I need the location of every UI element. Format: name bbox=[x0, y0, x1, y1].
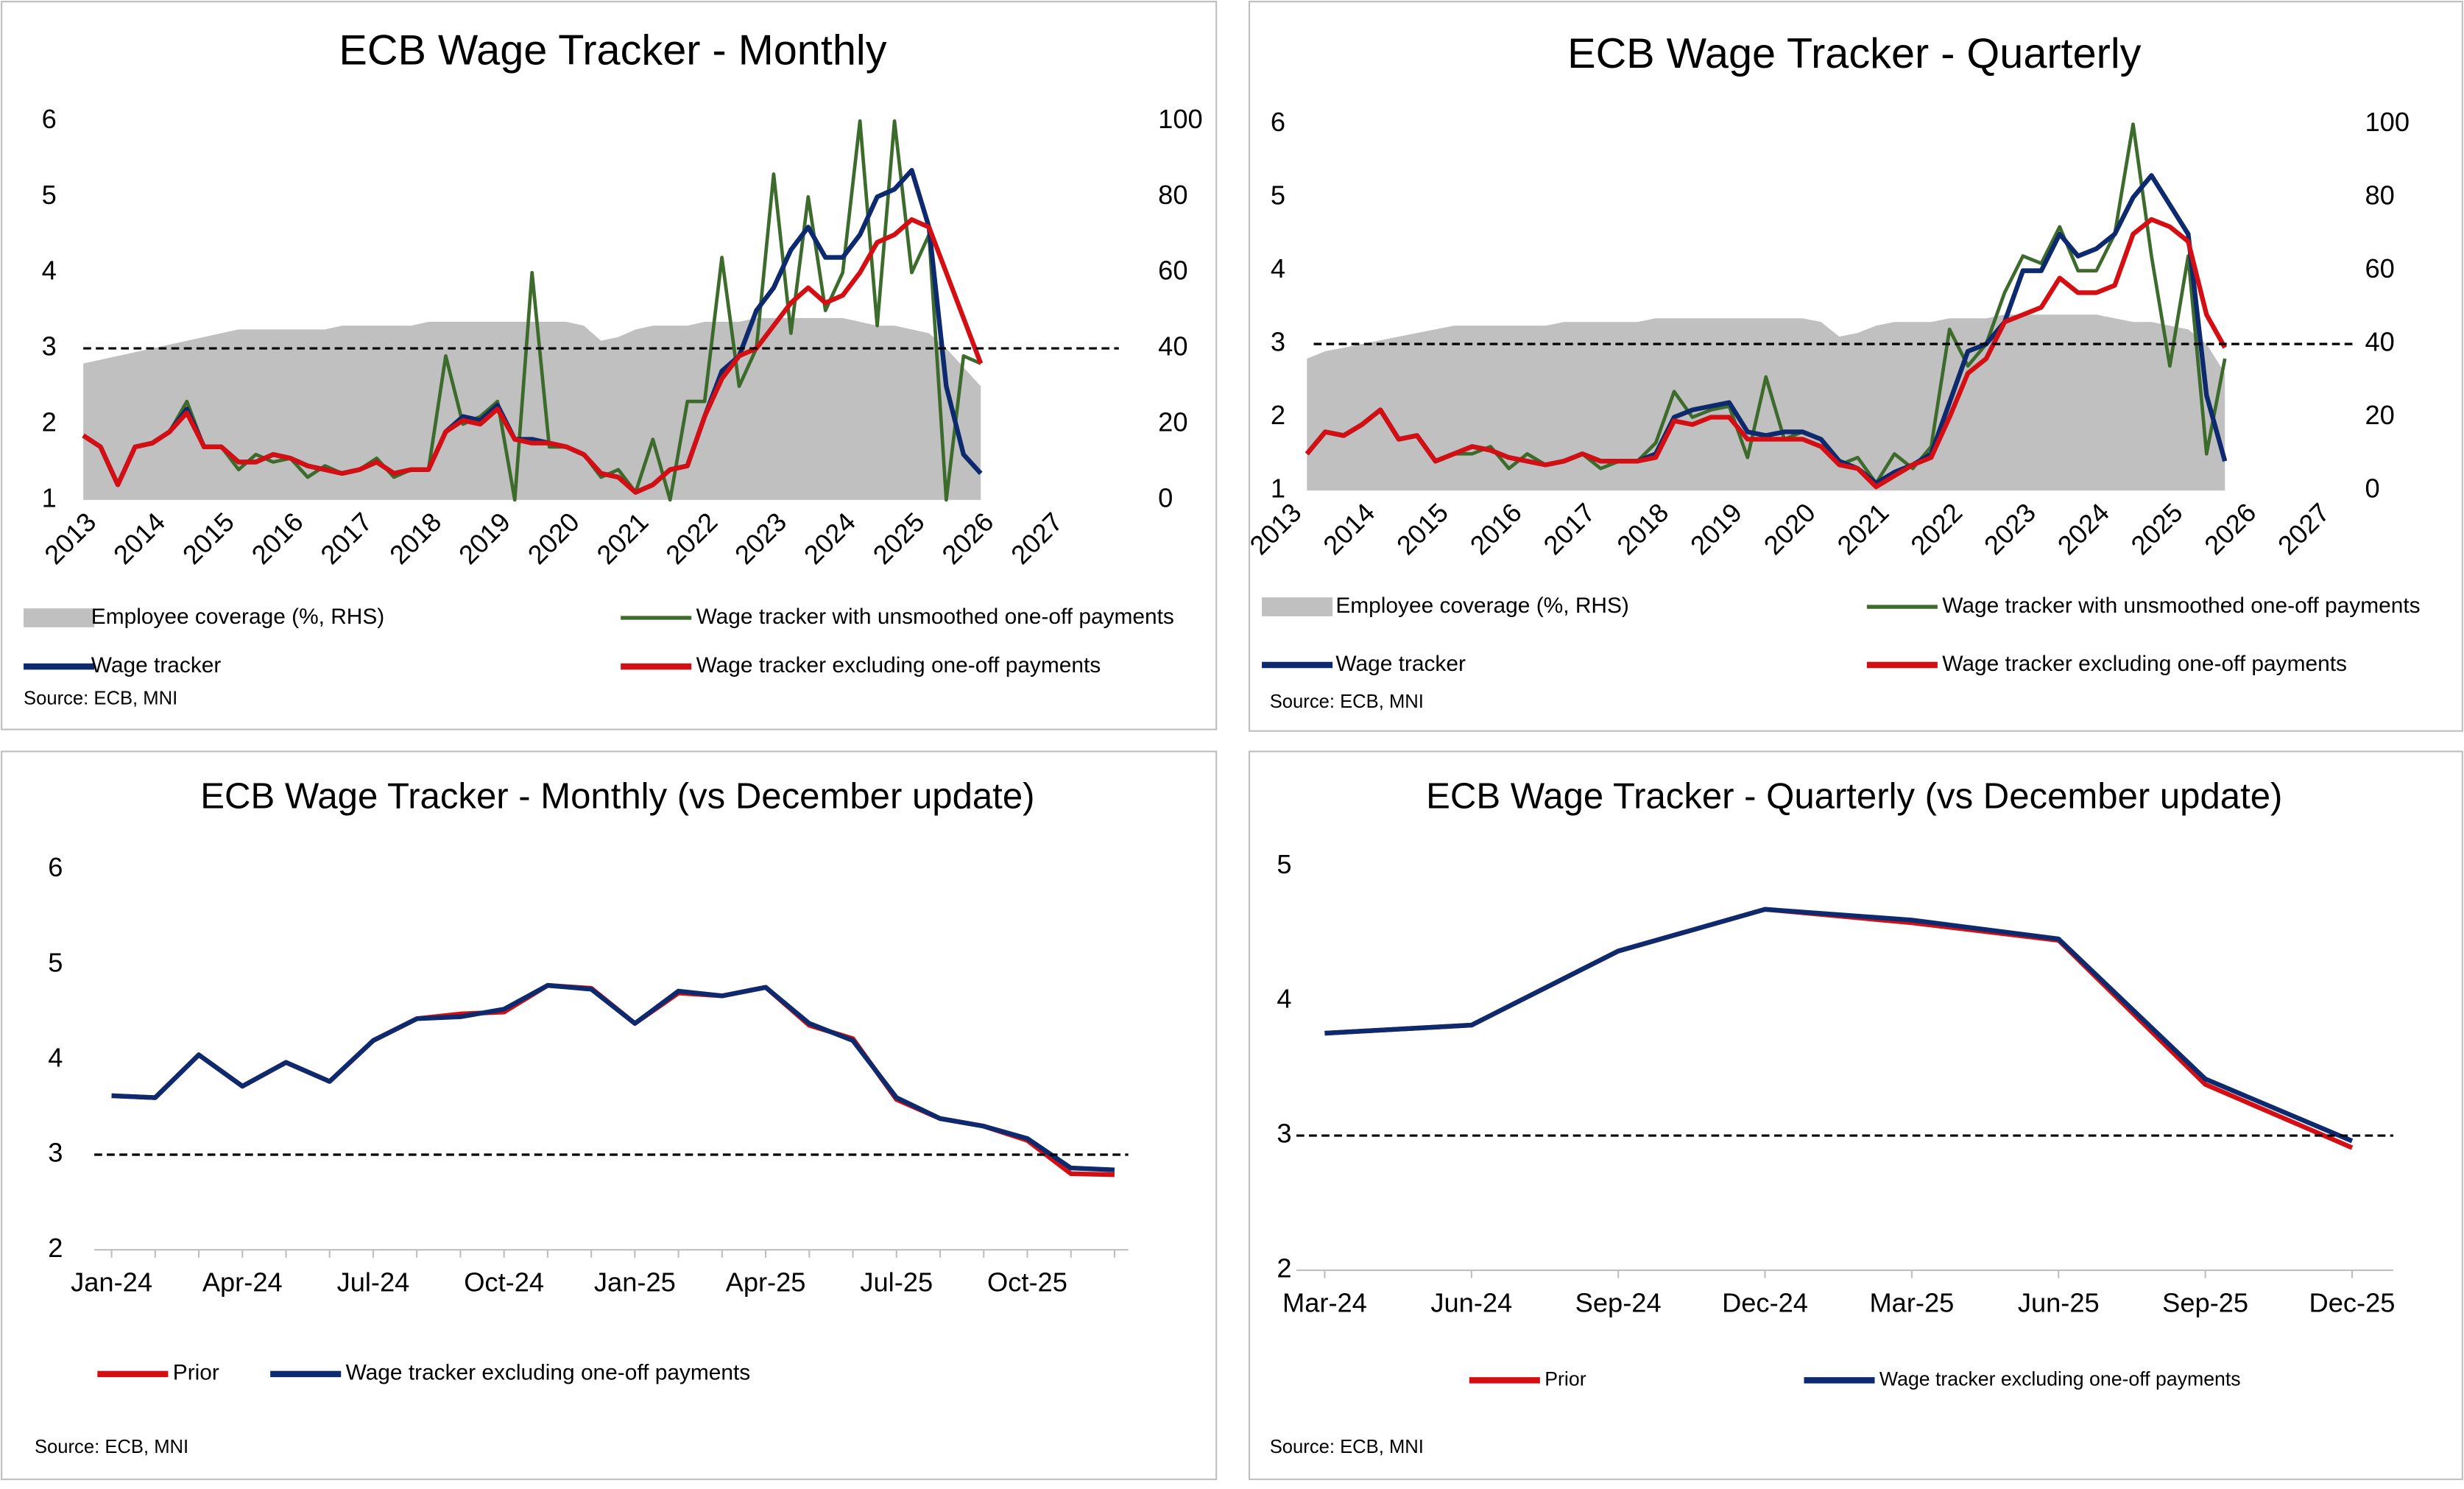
y2-tick-label: 60 bbox=[2365, 253, 2395, 284]
y-tick-label: 4 bbox=[42, 256, 57, 286]
y-tick-label: 3 bbox=[42, 331, 57, 362]
legend-label: Wage tracker excluding one-off payments bbox=[696, 653, 1101, 677]
x-tick-label: Apr-24 bbox=[202, 1267, 283, 1298]
y2-tick-label: 0 bbox=[2365, 474, 2380, 504]
area bbox=[83, 317, 981, 500]
chart-title: ECB Wage Tracker - Quarterly bbox=[1567, 29, 2142, 77]
legend-label: Wage tracker excluding one-off payments bbox=[346, 1361, 751, 1385]
y2-tick-label: 40 bbox=[2365, 327, 2395, 357]
y-tick-label: 3 bbox=[48, 1138, 63, 1168]
y-tick-label: 2 bbox=[48, 1233, 63, 1263]
panel bbox=[1248, 750, 2463, 1480]
y2-tick-label: 0 bbox=[1158, 482, 1173, 513]
y-tick-label: 1 bbox=[42, 482, 57, 513]
legend-label: Wage tracker bbox=[91, 653, 222, 677]
source-note: Source: ECB, MNI bbox=[1270, 1437, 1424, 1457]
legend-label: Wage tracker excluding one-off payments bbox=[1879, 1367, 2241, 1390]
source-note: Source: ECB, MNI bbox=[24, 689, 177, 709]
y2-tick-label: 80 bbox=[1158, 180, 1187, 210]
x-tick-label: Sep-25 bbox=[2162, 1287, 2248, 1317]
source-note: Source: ECB, MNI bbox=[1270, 691, 1424, 712]
x-tick-label: Mar-25 bbox=[1869, 1287, 1954, 1317]
y-tick-label: 1 bbox=[1271, 474, 1285, 504]
y-tick-label: 3 bbox=[1271, 327, 1285, 357]
x-tick-label: Jun-24 bbox=[1430, 1287, 1512, 1317]
legend-label: Prior bbox=[1545, 1367, 1586, 1390]
y2-tick-label: 80 bbox=[2365, 180, 2395, 211]
legend-label: Wage tracker excluding one-off payments bbox=[1942, 652, 2347, 676]
legend-swatch bbox=[24, 608, 95, 627]
y-tick-label: 2 bbox=[42, 407, 57, 437]
chart-title: ECB Wage Tracker - Monthly bbox=[339, 27, 887, 74]
x-tick-label: Dec-24 bbox=[1722, 1287, 1808, 1317]
panel bbox=[1, 750, 1218, 1480]
legend-label: Wage tracker with unsmoothed one-off pay… bbox=[1942, 594, 2420, 618]
y-tick-label: 4 bbox=[48, 1042, 63, 1072]
x-tick-label: Jan-25 bbox=[594, 1267, 676, 1298]
y-tick-label: 6 bbox=[42, 104, 57, 134]
x-tick-label: Mar-24 bbox=[1282, 1287, 1367, 1317]
legend-label: Prior bbox=[173, 1361, 219, 1385]
legend-label: Wage tracker with unsmoothed one-off pay… bbox=[696, 605, 1174, 629]
legend-swatch bbox=[1262, 597, 1333, 616]
y-tick-label: 4 bbox=[1277, 984, 1291, 1014]
y-tick-label: 5 bbox=[1271, 180, 1285, 211]
chart-title: ECB Wage Tracker - Monthly (vs December … bbox=[200, 775, 1035, 816]
x-tick-label: Apr-25 bbox=[726, 1267, 806, 1298]
y2-tick-label: 100 bbox=[2365, 107, 2410, 137]
line bbox=[111, 982, 1115, 1172]
x-tick-label: Oct-25 bbox=[987, 1267, 1067, 1298]
x-tick-label: Jan-24 bbox=[71, 1267, 152, 1298]
legend-label: Wage tracker bbox=[1335, 652, 1466, 676]
x-tick-label: Sep-24 bbox=[1575, 1287, 1662, 1317]
legend-label: Employee coverage (%, RHS) bbox=[91, 605, 384, 629]
y-tick-label: 2 bbox=[1271, 400, 1285, 430]
x-tick-label: Dec-25 bbox=[2309, 1287, 2396, 1317]
line bbox=[82, 217, 984, 495]
y-tick-label: 5 bbox=[1277, 849, 1291, 879]
y2-tick-label: 20 bbox=[1158, 407, 1187, 437]
y-tick-label: 6 bbox=[1271, 107, 1285, 137]
y-tick-label: 5 bbox=[42, 180, 57, 210]
y2-tick-label: 40 bbox=[1158, 331, 1187, 362]
y2-tick-label: 20 bbox=[2365, 400, 2395, 430]
y-tick-label: 6 bbox=[48, 852, 63, 882]
y-tick-label: 2 bbox=[1277, 1253, 1291, 1284]
y-tick-label: 3 bbox=[1277, 1119, 1291, 1149]
line bbox=[1305, 217, 2228, 490]
area bbox=[1307, 314, 2225, 491]
y2-tick-label: 100 bbox=[1158, 104, 1203, 134]
x-tick-label: Oct-24 bbox=[464, 1267, 544, 1298]
source-note: Source: ECB, MNI bbox=[35, 1437, 188, 1457]
x-tick-label: Jun-25 bbox=[2018, 1287, 2100, 1317]
y-tick-label: 5 bbox=[48, 947, 63, 977]
legend-label: Employee coverage (%, RHS) bbox=[1335, 594, 1628, 618]
y2-tick-label: 60 bbox=[1158, 256, 1187, 286]
x-tick-label: Jul-24 bbox=[337, 1267, 410, 1298]
x-tick-label: Jul-25 bbox=[860, 1267, 933, 1298]
line bbox=[1324, 907, 2354, 1144]
chart-title: ECB Wage Tracker - Quarterly (vs Decembe… bbox=[1426, 775, 2283, 816]
y-tick-label: 4 bbox=[1271, 253, 1285, 284]
